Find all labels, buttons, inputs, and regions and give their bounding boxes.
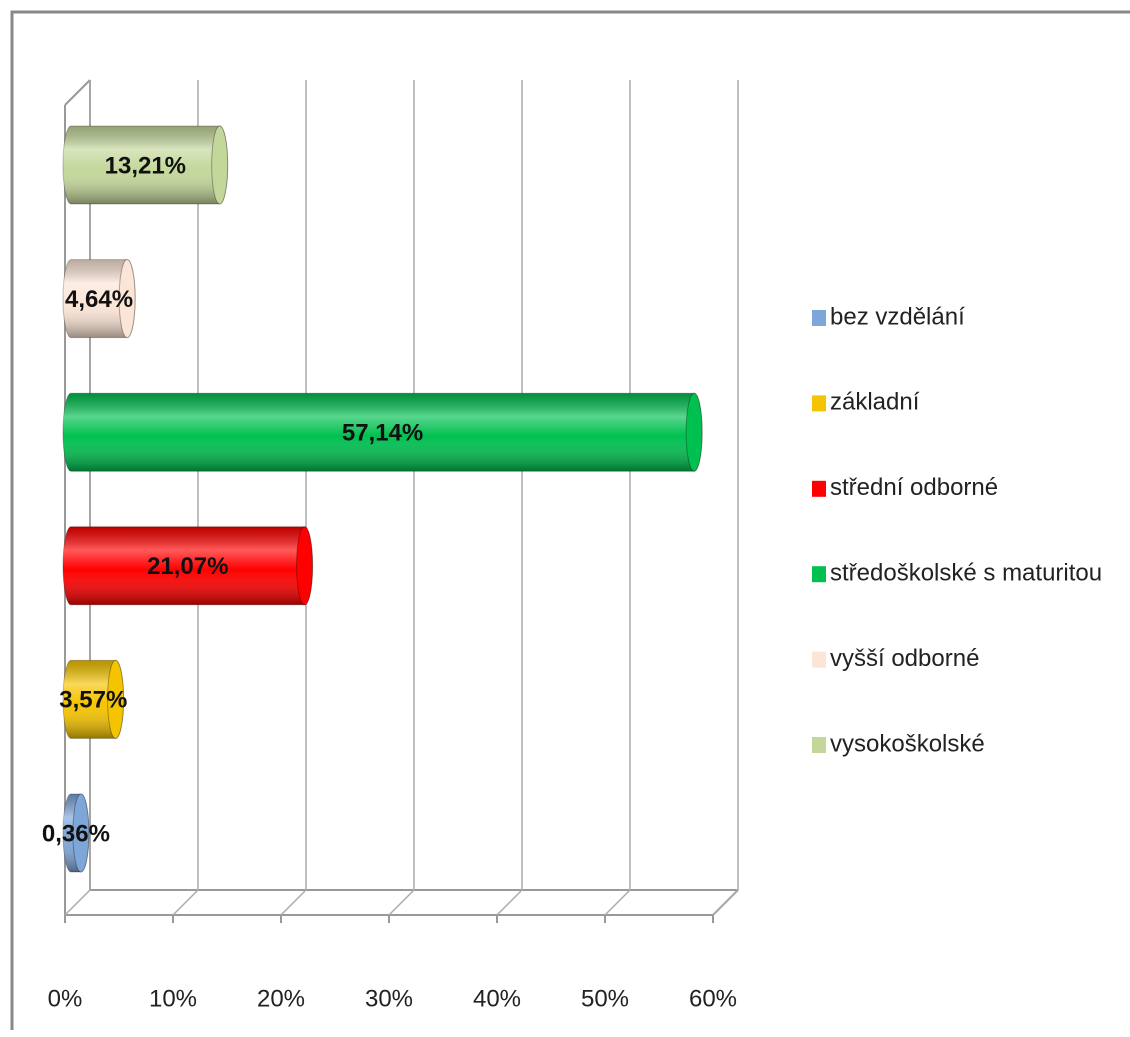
grid-line xyxy=(496,80,523,916)
x-tick-label: 40% xyxy=(473,985,521,1012)
value-label: 57,14% xyxy=(342,420,423,447)
side-wall xyxy=(64,79,739,916)
legend-label: střední odborné xyxy=(830,474,998,501)
value-label: 3,57% xyxy=(59,687,127,714)
bar-cap xyxy=(685,392,703,472)
bar-shade xyxy=(63,259,136,338)
legend-swatch xyxy=(812,651,826,668)
legend-label: vyšší odborné xyxy=(830,645,979,672)
x-tick-label: 0% xyxy=(48,985,83,1012)
bar-shade xyxy=(63,660,124,739)
legend-label: středoškolské s maturitou xyxy=(830,560,1102,587)
legend-swatch xyxy=(812,395,826,412)
x-tick-label: 60% xyxy=(689,985,737,1012)
bar-cap xyxy=(296,526,314,606)
bar-shade xyxy=(63,526,313,605)
x-tick-label: 20% xyxy=(257,985,305,1012)
legend-label: základní xyxy=(830,389,920,416)
bar-cap xyxy=(118,259,136,339)
grid-line xyxy=(280,80,307,916)
grid-line xyxy=(604,80,631,916)
legend-swatch xyxy=(812,737,826,753)
bar-shade xyxy=(63,393,703,472)
value-label: 21,07% xyxy=(147,553,228,580)
grid-line xyxy=(388,80,415,916)
legend-swatch xyxy=(812,310,826,326)
value-label: 0,36% xyxy=(42,820,110,847)
value-label: 4,64% xyxy=(65,286,133,313)
grid-line xyxy=(64,80,91,916)
bar-cap xyxy=(211,125,229,205)
value-label: 13,21% xyxy=(105,152,186,179)
grid-line xyxy=(712,80,739,916)
legend-swatch xyxy=(812,480,826,497)
bar-shade xyxy=(63,126,228,204)
x-tick-label: 50% xyxy=(581,985,629,1012)
bar-cap xyxy=(72,793,90,873)
legend-swatch xyxy=(812,566,826,583)
legend-label: bez vzdělání xyxy=(830,303,965,330)
legend-label: vysokoškolské xyxy=(830,730,985,757)
grid-line xyxy=(172,80,199,916)
frame xyxy=(10,10,1130,1030)
x-tick-label: 10% xyxy=(149,985,197,1012)
x-tick-label: 30% xyxy=(365,985,413,1012)
bar-cap xyxy=(107,659,125,739)
